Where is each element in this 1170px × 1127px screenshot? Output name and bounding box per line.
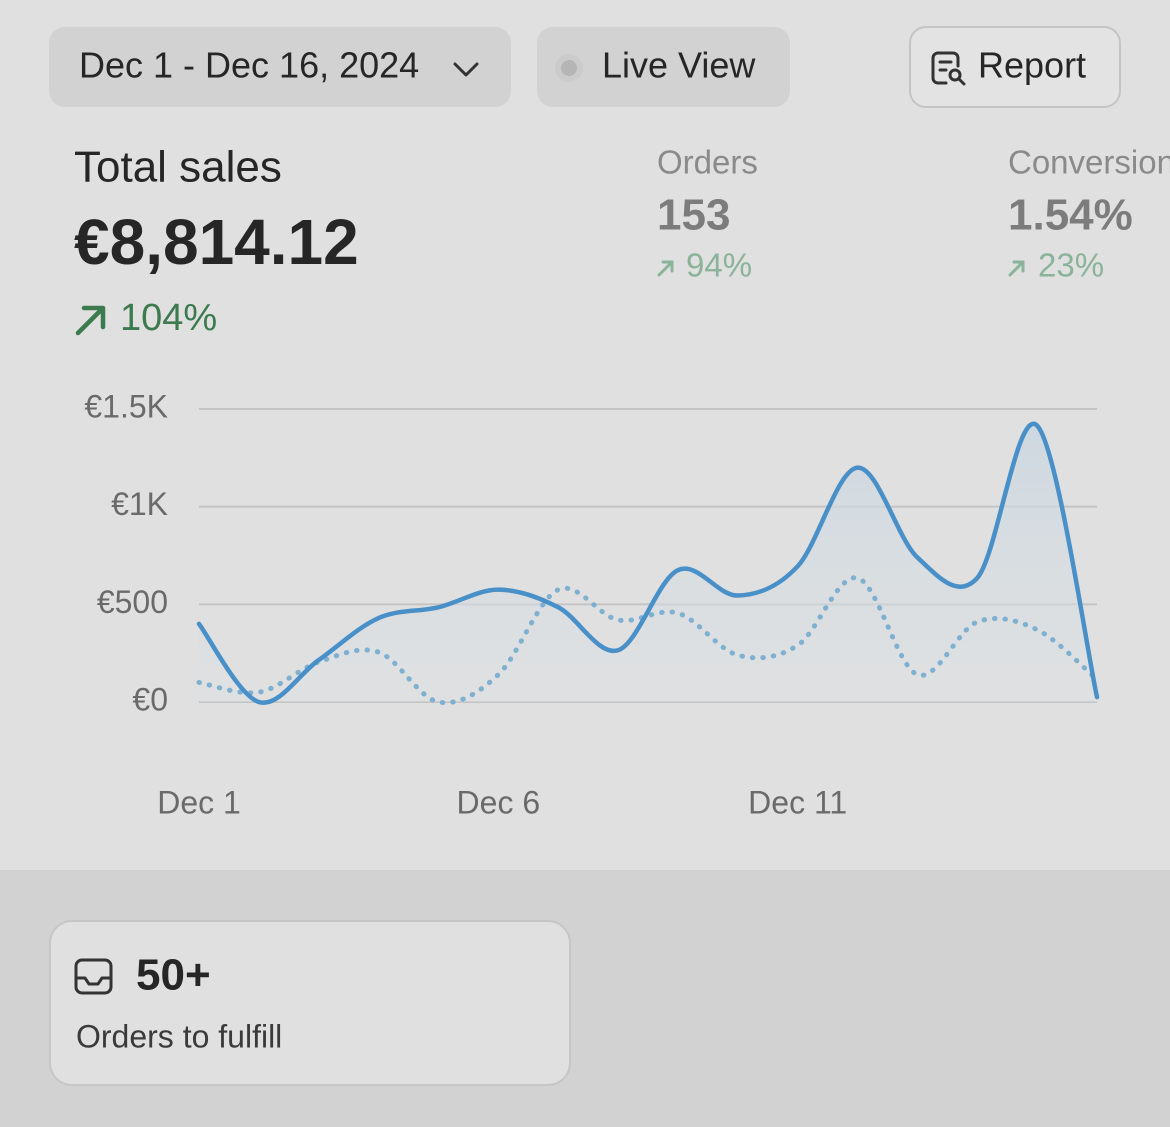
x-tick-label: Dec 6 — [457, 784, 541, 820]
metric-value: 1.54% — [1008, 191, 1133, 240]
metric-change: 104% — [120, 297, 217, 339]
up-arrow-icon — [1008, 260, 1025, 277]
area — [199, 423, 1097, 703]
top-panel — [0, 0, 1170, 870]
y-tick-label: €500 — [97, 584, 168, 620]
report-icon — [931, 51, 966, 86]
date-range-button[interactable]: Dec 1 - Dec 16, 2024 — [49, 27, 511, 107]
metric-value: 153 — [657, 191, 730, 240]
metrics: Total sales €8,814.12 104% Orders 153 94… — [74, 143, 1170, 339]
metric-label: Conversion rate — [1008, 144, 1170, 181]
up-arrow-icon — [75, 305, 106, 336]
metric-change: 94% — [686, 247, 752, 284]
orders-card[interactable]: 50+ Orders to fulfill — [49, 920, 571, 1086]
card-value: 50+ — [136, 951, 211, 1000]
sales-line — [196, 421, 1100, 705]
metric-label: Orders — [657, 144, 758, 181]
comparison-line — [196, 575, 1100, 706]
metric-label: Total sales — [74, 143, 282, 192]
live-view-text: Live View — [602, 45, 756, 86]
metric-value: €8,814.12 — [74, 206, 359, 278]
up-arrow-icon — [657, 260, 674, 277]
y-tick-label: €1K — [111, 486, 168, 522]
metric-change: 23% — [1038, 247, 1104, 284]
y-tick-label: €1.5K — [84, 388, 168, 424]
y-tick-label: €0 — [132, 681, 168, 717]
inbox-icon — [74, 958, 113, 995]
date-range-text: Dec 1 - Dec 16, 2024 — [79, 45, 419, 86]
live-dot — [561, 60, 577, 76]
x-tick-label: Dec 11 — [748, 784, 847, 820]
x-tick-label: Dec 1 — [157, 784, 241, 820]
report-button[interactable]: Report — [909, 26, 1121, 108]
live-view-button[interactable]: Live View — [537, 27, 790, 107]
card-label: Orders to fulfill — [76, 1018, 282, 1054]
sales-chart: €0 €500 €1K €1.5K Dec 1 Dec 6 Dec 11 — [84, 388, 1100, 820]
chevron-icon — [453, 62, 479, 77]
report-text: Report — [978, 45, 1086, 86]
